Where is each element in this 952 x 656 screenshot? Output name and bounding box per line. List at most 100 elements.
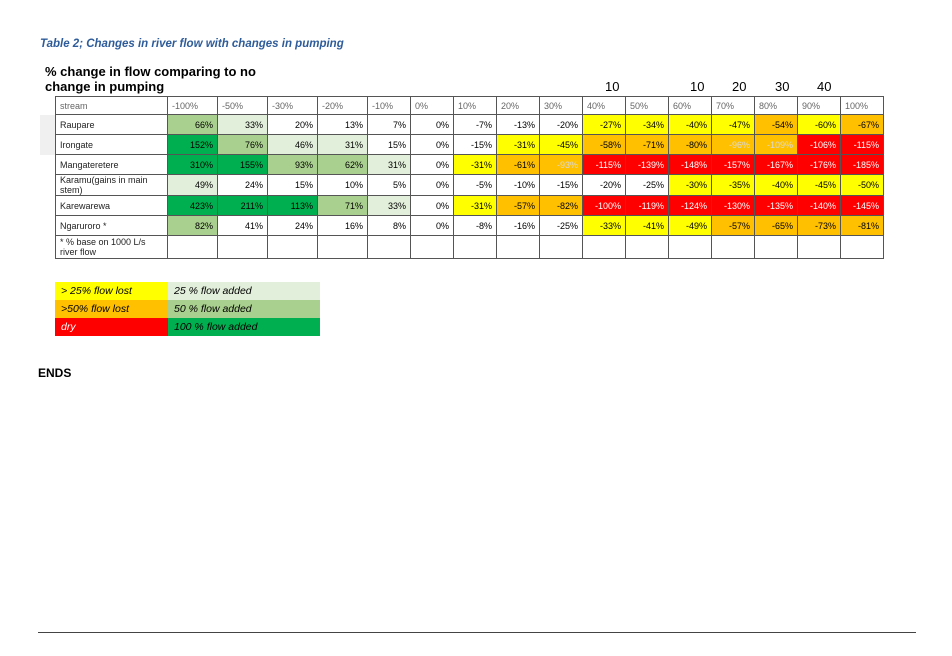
empty-cell xyxy=(317,235,368,259)
value-cell: -109% xyxy=(754,134,798,155)
value-cell: -50% xyxy=(840,174,884,196)
column-header: 60% xyxy=(668,96,712,115)
value-cell: -49% xyxy=(668,215,712,236)
value-cell: -96% xyxy=(711,134,755,155)
value-cell: -185% xyxy=(840,154,884,175)
value-cell: -167% xyxy=(754,154,798,175)
table-caption: Table 2; Changes in river flow with chan… xyxy=(40,38,344,50)
value-cell: -106% xyxy=(797,134,841,155)
column-header: 30% xyxy=(539,96,583,115)
value-cell: -20% xyxy=(539,114,583,135)
value-cell: -57% xyxy=(711,215,755,236)
column-header: 80% xyxy=(754,96,798,115)
value-cell: 5% xyxy=(367,174,411,196)
table-row: Karamu(gains in main stem) 49% 24% 15% 10% 5%… xyxy=(55,174,884,196)
row-margin-shade xyxy=(40,135,55,155)
value-cell: -45% xyxy=(797,174,841,196)
table-row: Raupare 66% 33% 20% 13% 7% 0% -7% -13% -20% -27% -3… xyxy=(55,114,884,135)
column-header: 90% xyxy=(797,96,841,115)
value-cell: -157% xyxy=(711,154,755,175)
empty-cell xyxy=(217,235,268,259)
value-cell: 62% xyxy=(317,154,368,175)
value-cell: -31% xyxy=(453,154,497,175)
value-cell: -5% xyxy=(453,174,497,196)
value-cell: -15% xyxy=(539,174,583,196)
value-cell: -33% xyxy=(582,215,626,236)
value-cell: -93% xyxy=(539,154,583,175)
empty-cell xyxy=(668,235,712,259)
empty-cell xyxy=(797,235,841,259)
value-cell: -45% xyxy=(539,134,583,155)
top-number: 30 xyxy=(775,79,790,94)
value-cell: -124% xyxy=(668,195,712,216)
value-cell: -27% xyxy=(582,114,626,135)
value-cell: 93% xyxy=(267,154,318,175)
column-header: -100% xyxy=(167,96,218,115)
value-cell: -73% xyxy=(797,215,841,236)
value-cell: -20% xyxy=(582,174,626,196)
value-cell: 0% xyxy=(410,134,454,155)
value-cell: 16% xyxy=(317,215,368,236)
value-cell: -135% xyxy=(754,195,798,216)
top-number: 40 xyxy=(817,79,832,94)
value-cell: -139% xyxy=(625,154,669,175)
value-cell: -16% xyxy=(496,215,540,236)
color-legend: > 25% flow lost 25 % flow added >50% flo… xyxy=(55,282,320,336)
column-header: -50% xyxy=(217,96,268,115)
value-cell: -115% xyxy=(582,154,626,175)
empty-cell xyxy=(539,235,583,259)
value-cell: 71% xyxy=(317,195,368,216)
value-cell: -34% xyxy=(625,114,669,135)
value-cell: -100% xyxy=(582,195,626,216)
ends-label: ENDS xyxy=(38,366,72,380)
empty-cell xyxy=(167,235,218,259)
top-number: 10 xyxy=(605,79,620,94)
top-number: 20 xyxy=(732,79,747,94)
value-cell: -10% xyxy=(496,174,540,196)
column-header: -10% xyxy=(367,96,411,115)
value-cell: 7% xyxy=(367,114,411,135)
value-cell: 0% xyxy=(410,114,454,135)
note-row: * % base on 1000 L/s river flow xyxy=(55,235,884,259)
value-cell: -71% xyxy=(625,134,669,155)
value-cell: -140% xyxy=(797,195,841,216)
value-cell: -61% xyxy=(496,154,540,175)
value-cell: -81% xyxy=(840,215,884,236)
value-cell: 0% xyxy=(410,215,454,236)
empty-cell xyxy=(711,235,755,259)
empty-cell xyxy=(453,235,497,259)
value-cell: 82% xyxy=(167,215,218,236)
stream-name: Mangateretere xyxy=(55,154,168,175)
stream-name: Karamu(gains in main stem) xyxy=(55,174,168,196)
legend-row: > 25% flow lost 25 % flow added xyxy=(55,282,320,300)
value-cell: 41% xyxy=(217,215,268,236)
value-cell: 24% xyxy=(267,215,318,236)
legend-flow-added-50: 50 % flow added xyxy=(168,300,320,318)
value-cell: 8% xyxy=(367,215,411,236)
empty-cell xyxy=(754,235,798,259)
footer-rule xyxy=(38,632,916,633)
row-margin-shade xyxy=(40,115,55,135)
column-header: 10% xyxy=(453,96,497,115)
stream-name: Irongate xyxy=(55,134,168,155)
value-cell: 76% xyxy=(217,134,268,155)
value-cell: 20% xyxy=(267,114,318,135)
empty-cell xyxy=(267,235,318,259)
value-cell: 0% xyxy=(410,154,454,175)
column-header-stream: stream xyxy=(55,96,168,115)
top-number: 10 xyxy=(690,79,705,94)
stream-name: Ngaruroro * xyxy=(55,215,168,236)
header-row: stream -100% -50% -30% -20% -10% 0% 10% 20% 30% 40… xyxy=(55,96,884,115)
table-row: Mangateretere 310% 155% 93% 62% 31% 0% -31% -61%… xyxy=(55,154,884,175)
legend-flow-lost-25: > 25% flow lost xyxy=(55,282,168,300)
value-cell: -67% xyxy=(840,114,884,135)
value-cell: -60% xyxy=(797,114,841,135)
value-cell: 46% xyxy=(267,134,318,155)
value-cell: 155% xyxy=(217,154,268,175)
legend-flow-lost-50: >50% flow lost xyxy=(55,300,168,318)
value-cell: -25% xyxy=(625,174,669,196)
value-cell: -54% xyxy=(754,114,798,135)
value-cell: 0% xyxy=(410,174,454,196)
value-cell: -47% xyxy=(711,114,755,135)
legend-row: dry 100 % flow added xyxy=(55,318,320,336)
